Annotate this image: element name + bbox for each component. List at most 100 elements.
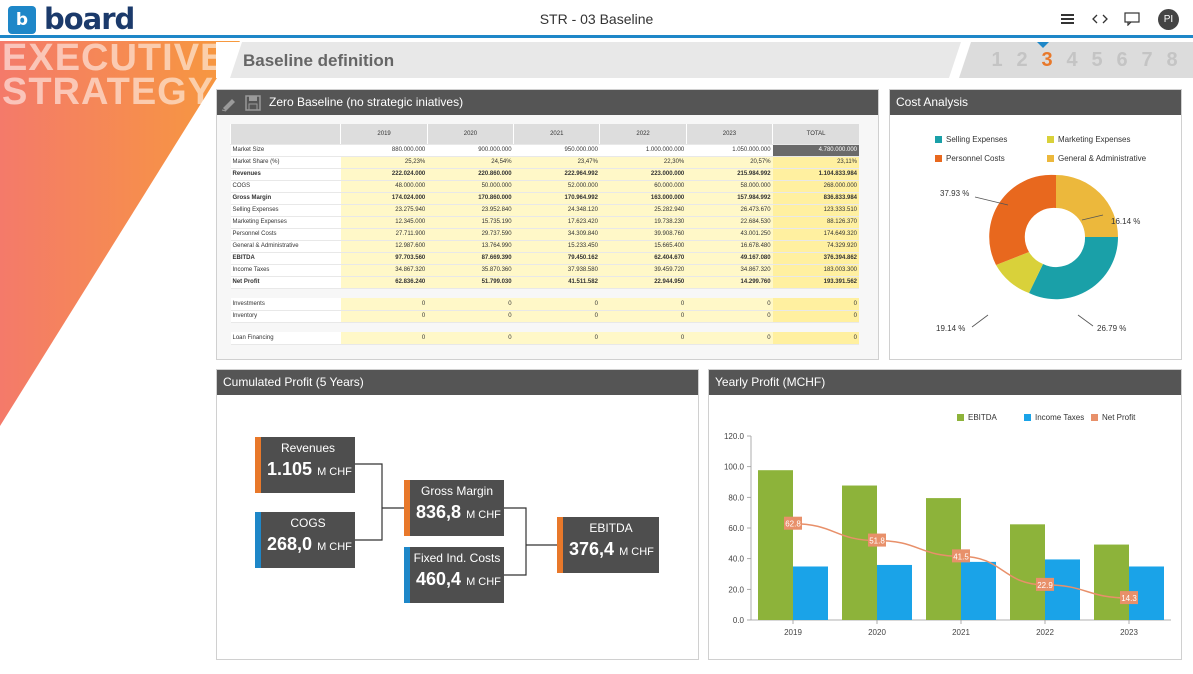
cell-value[interactable]: 0: [513, 332, 600, 345]
cell-value[interactable]: 20,57%: [686, 156, 773, 169]
flow-box-revenues[interactable]: Revenues 1.105 M CHF: [255, 437, 355, 493]
cell-value[interactable]: 23.952.840: [427, 204, 514, 217]
cell-value[interactable]: 13.764.990: [427, 240, 514, 253]
step-5[interactable]: 5: [1091, 49, 1103, 71]
cell-value[interactable]: 157.984.992: [686, 192, 773, 205]
step-6[interactable]: 6: [1116, 49, 1128, 71]
cell-value[interactable]: 62.836.240: [340, 276, 428, 289]
navigate-arrows-icon[interactable]: [1092, 9, 1108, 29]
cell-value[interactable]: 222.964.992: [513, 168, 600, 181]
flow-box-fixed-ind-costs[interactable]: Fixed Ind. Costs 460,4 M CHF: [404, 547, 504, 603]
cell-value[interactable]: 836.833.984: [772, 192, 859, 205]
step-7[interactable]: 7: [1141, 49, 1153, 71]
board-logo-icon[interactable]: b: [8, 6, 36, 34]
cell-value[interactable]: 41.511.582: [513, 276, 600, 289]
cell-value[interactable]: 0: [513, 298, 600, 311]
cell-value[interactable]: 0: [340, 310, 428, 323]
cell-value[interactable]: 170.860.000: [427, 192, 514, 205]
step-1[interactable]: 1: [991, 49, 1003, 71]
cell-value[interactable]: 0: [686, 298, 773, 311]
cell-value[interactable]: 24,54%: [427, 156, 514, 169]
cell-value[interactable]: 15.735.190: [427, 216, 514, 229]
donut-slice-selling[interactable]: [1029, 237, 1119, 300]
cell-value[interactable]: 24.348.120: [513, 204, 600, 217]
cell-value[interactable]: 35.870.360: [427, 264, 514, 277]
step-3-active[interactable]: 3: [1041, 49, 1053, 71]
user-avatar[interactable]: PI: [1158, 9, 1179, 30]
cell-value[interactable]: 49.167.080: [686, 252, 773, 265]
cell-value[interactable]: 220.860.000: [427, 168, 514, 181]
cell-value[interactable]: 880.000.000: [340, 144, 428, 157]
cell-value[interactable]: 0: [340, 332, 428, 345]
cell-value[interactable]: 34.309.840: [513, 228, 600, 241]
cell-value[interactable]: 25.282.940: [599, 204, 687, 217]
cell-value[interactable]: 0: [772, 332, 859, 345]
cell-value[interactable]: 0: [599, 332, 687, 345]
cell-value[interactable]: 0: [772, 310, 859, 323]
cell-value[interactable]: 74.329.920: [772, 240, 859, 253]
cell-value[interactable]: 23.275.940: [340, 204, 428, 217]
cell-value[interactable]: 15.233.450: [513, 240, 600, 253]
cell-value[interactable]: 14.299.760: [686, 276, 773, 289]
cell-value[interactable]: 215.984.992: [686, 168, 773, 181]
cell-value[interactable]: 60.000.000: [599, 180, 687, 193]
cell-value[interactable]: 1.000.000.000: [599, 144, 687, 157]
cell-value[interactable]: 37.938.580: [513, 264, 600, 277]
cell-value[interactable]: 26.473.670: [686, 204, 773, 217]
cell-value[interactable]: 23,11%: [772, 156, 859, 169]
cell-value[interactable]: 163.000.000: [599, 192, 687, 205]
cell-value[interactable]: 0: [686, 332, 773, 345]
cell-value[interactable]: 51.799.030: [427, 276, 514, 289]
cell-value[interactable]: 12.345.000: [340, 216, 428, 229]
cell-value[interactable]: 58.000.000: [686, 180, 773, 193]
cell-value[interactable]: 1.050.000.000: [686, 144, 773, 157]
cell-value[interactable]: 174.649.320: [772, 228, 859, 241]
donut-slice-marketing[interactable]: [996, 252, 1043, 293]
cell-value[interactable]: 950.000.000: [513, 144, 600, 157]
cell-value[interactable]: 97.703.560: [340, 252, 428, 265]
donut-slice-general-admin[interactable]: [1056, 175, 1118, 237]
step-8[interactable]: 8: [1166, 49, 1178, 71]
cell-value[interactable]: 123.333.510: [772, 204, 859, 217]
cell-value[interactable]: 0: [599, 298, 687, 311]
flow-box-ebitda[interactable]: EBITDA 376,4 M CHF: [557, 517, 659, 573]
cell-value[interactable]: 174.024.000: [340, 192, 428, 205]
cell-value[interactable]: 223.000.000: [599, 168, 687, 181]
cell-value[interactable]: 88.126.370: [772, 216, 859, 229]
cell-value[interactable]: 376.394.862: [772, 252, 859, 265]
edit-icon[interactable]: [220, 94, 238, 112]
cell-value[interactable]: 0: [427, 298, 514, 311]
cell-value[interactable]: 25,23%: [340, 156, 428, 169]
cell-value[interactable]: 900.000.000: [427, 144, 514, 157]
cell-value[interactable]: 39.908.760: [599, 228, 687, 241]
cell-value[interactable]: 183.003.300: [772, 264, 859, 277]
cell-value[interactable]: 0: [427, 310, 514, 323]
cell-value[interactable]: 52.000.000: [513, 180, 600, 193]
cell-value[interactable]: 22,30%: [599, 156, 687, 169]
step-2[interactable]: 2: [1016, 49, 1028, 71]
cell-value[interactable]: 170.964.992: [513, 192, 600, 205]
cell-value[interactable]: 79.450.162: [513, 252, 600, 265]
cell-value[interactable]: 0: [599, 310, 687, 323]
cell-value[interactable]: 0: [686, 310, 773, 323]
flow-box-cogs[interactable]: COGS 268,0 M CHF: [255, 512, 355, 568]
cell-value[interactable]: 48.000.000: [340, 180, 428, 193]
hamburger-menu-icon[interactable]: [1060, 9, 1074, 29]
save-icon[interactable]: [244, 94, 262, 112]
cell-value[interactable]: 50.000.000: [427, 180, 514, 193]
cell-value[interactable]: 4.780.000.000: [772, 144, 859, 157]
cell-value[interactable]: 193.391.562: [772, 276, 859, 289]
cell-value[interactable]: 27.711.900: [340, 228, 428, 241]
cell-value[interactable]: 0: [772, 298, 859, 311]
cell-value[interactable]: 34.867.320: [686, 264, 773, 277]
cell-value[interactable]: 23,47%: [513, 156, 600, 169]
comments-icon[interactable]: [1124, 9, 1140, 29]
cell-value[interactable]: 39.459.720: [599, 264, 687, 277]
cell-value[interactable]: 19.738.230: [599, 216, 687, 229]
cell-value[interactable]: 22.684.530: [686, 216, 773, 229]
cell-value[interactable]: 0: [427, 332, 514, 345]
step-4[interactable]: 4: [1066, 49, 1078, 71]
cell-value[interactable]: 43.001.250: [686, 228, 773, 241]
cell-value[interactable]: 15.665.400: [599, 240, 687, 253]
cell-value[interactable]: 22.944.950: [599, 276, 687, 289]
